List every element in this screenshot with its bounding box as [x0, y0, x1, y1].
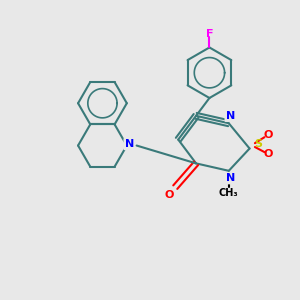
Text: O: O: [263, 149, 273, 160]
Text: CH₃: CH₃: [219, 188, 239, 198]
Text: O: O: [263, 130, 273, 140]
Text: N: N: [226, 173, 235, 183]
Text: S: S: [254, 139, 262, 149]
Text: N: N: [124, 139, 134, 149]
Text: F: F: [206, 29, 213, 39]
Text: N: N: [226, 111, 235, 121]
Text: O: O: [165, 190, 174, 200]
